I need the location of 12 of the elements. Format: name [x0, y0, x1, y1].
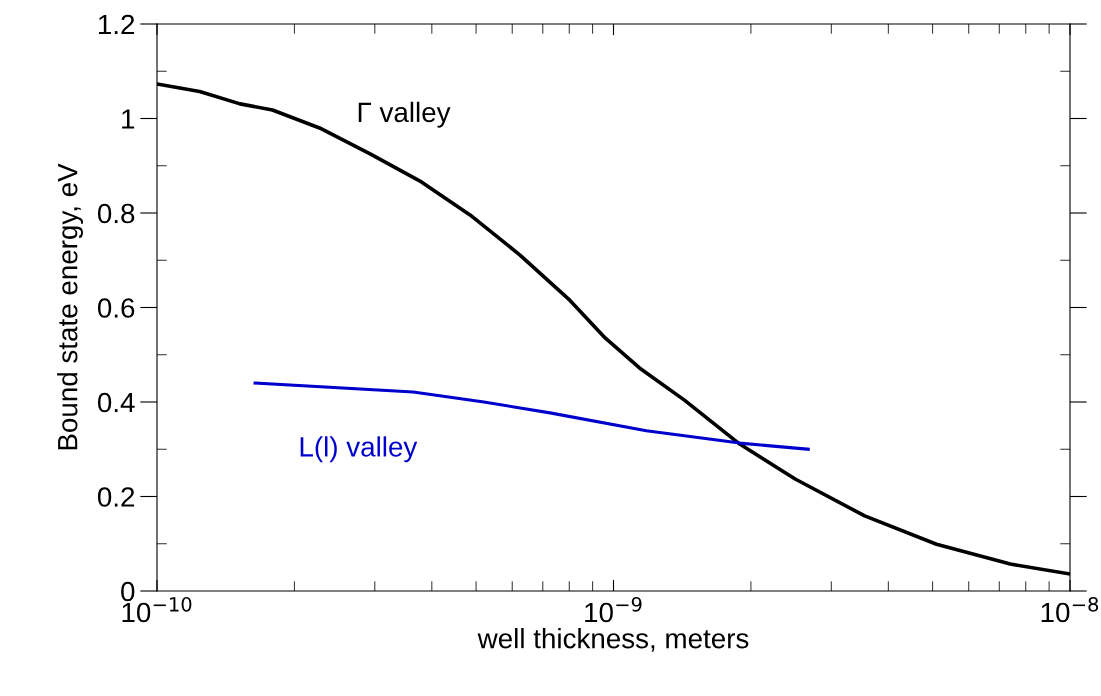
x-tick-label: 10$^{−8}$ [1041, 596, 1099, 623]
x-axis-title: well thickness, meters [477, 628, 749, 652]
y-tick-label: 1 [122, 109, 135, 129]
series-label: Γ valley [358, 101, 451, 128]
y-axis-title: Bound state energy, eV [57, 163, 83, 450]
y-tick-label: 0.4 [97, 392, 135, 413]
y-tick-label: 0.6 [97, 298, 135, 318]
x-tick-label: 10$^{−9}$ [585, 596, 642, 623]
y-tick-label: 1.2 [98, 14, 135, 35]
series-label: L(l) valley [300, 436, 418, 463]
y-tick-label: 0.8 [97, 203, 135, 224]
y-tick-label: 0.2 [97, 487, 135, 507]
